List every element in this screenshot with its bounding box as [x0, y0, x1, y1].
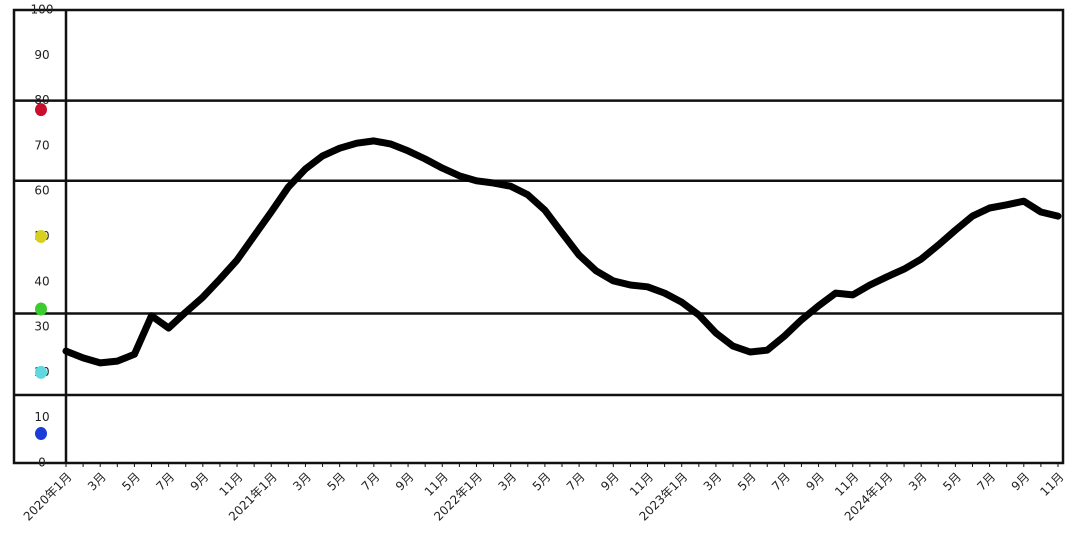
x-tick-label: 5月: [940, 470, 964, 494]
x-tick-label: 5月: [735, 470, 759, 494]
y-tick-label: 90: [34, 48, 49, 62]
x-tick-label: 7月: [974, 470, 998, 494]
x-tick-label: 11月: [216, 470, 245, 499]
x-tick-label: 5月: [119, 470, 143, 494]
x-tick-label: 9月: [1009, 470, 1033, 494]
x-tick-label: 9月: [188, 470, 212, 494]
y-tick-label: 40: [34, 274, 49, 288]
y-tick-label: 100: [31, 3, 54, 17]
y-tick-label: 30: [34, 320, 49, 334]
x-tick-label: 2020年1月: [21, 470, 75, 524]
data-line: [62, 137, 1062, 367]
x-tick-label: 9月: [598, 470, 622, 494]
x-tick-label: 11月: [832, 470, 861, 499]
x-tick-label: 5月: [530, 470, 554, 494]
x-tick-label: 7月: [359, 470, 383, 494]
x-tick-label: 3月: [85, 470, 109, 494]
y-tick-label: 60: [34, 184, 49, 198]
zone-dot: [35, 302, 47, 316]
x-tick-label: 9月: [803, 470, 827, 494]
x-tick-label: 11月: [422, 470, 451, 499]
zone-dot: [35, 103, 47, 117]
x-tick-label: 11月: [1037, 470, 1066, 499]
x-tick-label: 3月: [495, 470, 519, 494]
x-tick-label: 7月: [153, 470, 177, 494]
x-tick-label: 7月: [769, 470, 793, 494]
x-tick-label: 3月: [701, 470, 725, 494]
x-tick-label: 9月: [393, 470, 417, 494]
zone-dot: [35, 365, 47, 379]
frame: [12, 8, 1065, 465]
y-tick-label: 10: [34, 410, 49, 424]
x-tick-label: 3月: [906, 470, 930, 494]
x-tick-label: 5月: [324, 470, 348, 494]
zone-dot: [35, 427, 47, 441]
zone-dot: [35, 230, 47, 243]
y-tick-label: 70: [34, 138, 49, 152]
x-tick-label: 7月: [564, 470, 588, 494]
x-tick-label: 3月: [290, 470, 314, 494]
y-tick-label: 0: [38, 456, 46, 470]
x-tick-label: 11月: [627, 470, 656, 499]
